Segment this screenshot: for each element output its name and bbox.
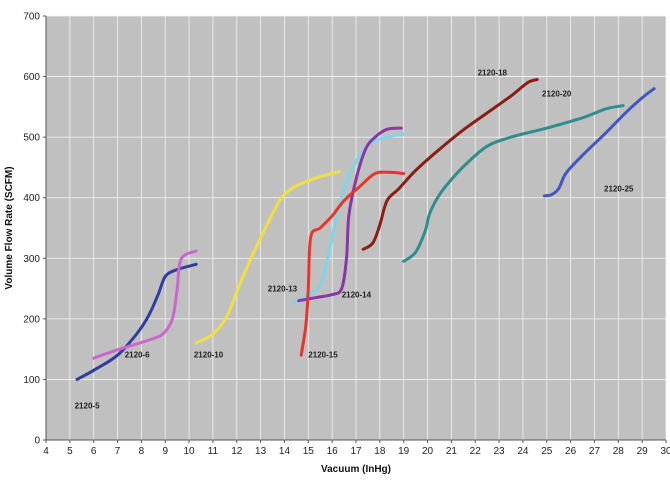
series-labels: 2120-5 2120-6 2120-10 2120-13 2120-14 2120-15… — [75, 68, 634, 410]
y-tick-label: 300 — [23, 254, 40, 265]
x-tick-label: 4 — [43, 446, 49, 457]
x-tick-label: 29 — [637, 446, 649, 457]
series-label-2120-5: 2120-5 — [75, 402, 100, 411]
x-tick-label: 18 — [374, 446, 386, 457]
series-label-2120-18: 2120-18 — [478, 68, 508, 77]
x-tick-label: 13 — [255, 446, 267, 457]
x-tick-label: 21 — [446, 446, 458, 457]
x-tick-label: 9 — [162, 446, 168, 457]
y-tick-label: 0 — [34, 436, 40, 447]
x-tick-label: 7 — [115, 446, 121, 457]
series-line-2120-15 — [299, 170, 406, 357]
x-tick-label: 23 — [494, 446, 506, 457]
series-label-2120-14: 2120-14 — [342, 291, 372, 300]
x-axis-title: Vacuum (InHg) — [321, 464, 391, 475]
x-tick-label: 17 — [350, 446, 362, 457]
series-label-2120-10: 2120-10 — [194, 351, 224, 360]
y-axis-title: Volume Flow Rate (SCFM) — [4, 166, 15, 289]
series-lines — [75, 78, 656, 381]
x-tick-label: 6 — [91, 446, 97, 457]
x-tick-label: 24 — [517, 446, 529, 457]
series-label-2120-15: 2120-15 — [308, 351, 338, 360]
x-tick-label: 14 — [279, 446, 291, 457]
x-tick-label: 5 — [67, 446, 73, 457]
y-tick-label: 100 — [23, 375, 40, 386]
y-tick-label: 700 — [23, 12, 40, 23]
y-tick-label: 200 — [23, 314, 40, 325]
x-tick-label: 8 — [139, 446, 145, 457]
tick-labels: 4 5 6 7 8 9 10 11 12 13 14 15 16 17 18 19 20 21 22 23 24 25 26… — [23, 12, 670, 458]
series-label-2120-6: 2120-6 — [125, 351, 150, 360]
x-tick-label: 15 — [303, 446, 315, 457]
series-line-2120-18 — [361, 78, 539, 251]
x-tick-label: 22 — [470, 446, 482, 457]
y-tick-label: 500 — [23, 133, 40, 144]
x-tick-label: 16 — [327, 446, 339, 457]
x-tick-label: 12 — [231, 446, 243, 457]
x-tick-label: 20 — [422, 446, 434, 457]
x-tick-label: 28 — [613, 446, 625, 457]
x-tick-label: 25 — [541, 446, 553, 457]
series-line-2120-20 — [402, 104, 625, 263]
y-tick-label: 400 — [23, 193, 40, 204]
series-line-2120-14 — [297, 126, 403, 303]
x-tick-label: 11 — [208, 446, 219, 457]
series-label-2120-13: 2120-13 — [268, 285, 298, 294]
series-line-2120-25 — [542, 87, 656, 198]
x-tick-label: 27 — [589, 446, 601, 457]
series-label-2120-20: 2120-20 — [542, 90, 572, 99]
series-line-2120-6 — [92, 249, 198, 360]
x-tick-label: 10 — [184, 446, 196, 457]
series-label-2120-25: 2120-25 — [604, 185, 634, 194]
x-tick-label: 30 — [660, 446, 670, 457]
x-tick-label: 26 — [565, 446, 577, 457]
x-tick-label: 19 — [398, 446, 410, 457]
series-line-2120-10 — [194, 170, 341, 345]
series-line-2120-13 — [290, 132, 406, 306]
y-tick-label: 600 — [23, 72, 40, 83]
